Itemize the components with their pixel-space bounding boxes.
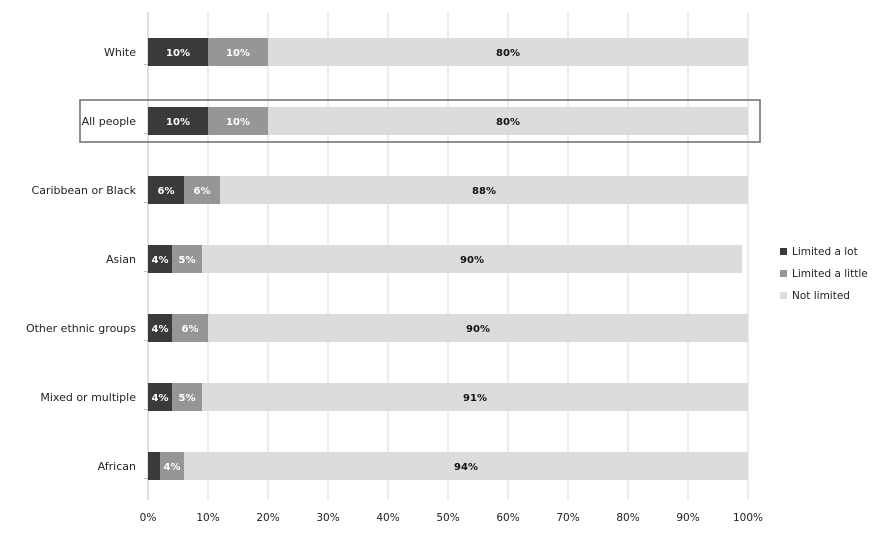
legend-swatch xyxy=(780,292,787,299)
bar-segment xyxy=(148,38,208,66)
data-label: 80% xyxy=(496,48,520,59)
x-tick-label: 60% xyxy=(496,512,519,524)
data-label: 90% xyxy=(460,255,484,266)
bar-segment xyxy=(160,452,184,480)
category-labels: White All people Caribbean or Black Asian Ot… xyxy=(26,46,137,473)
category-label: Asian xyxy=(106,253,136,266)
bar-segment xyxy=(148,176,184,204)
bar-segment xyxy=(208,107,268,135)
bar-segment xyxy=(172,245,202,273)
category-label: White xyxy=(104,46,136,59)
bars: 10% 10% 80% 10% 10% 80% 6% 6% 88% 4% 5% 90% 4% 6% 90% 4… xyxy=(148,38,748,480)
bar-segment xyxy=(148,107,208,135)
legend-label: Limited a little xyxy=(792,268,868,280)
data-label: 4% xyxy=(152,255,169,266)
x-tick-label: 30% xyxy=(316,512,339,524)
x-tick-label: 40% xyxy=(376,512,399,524)
data-label: 91% xyxy=(463,393,487,404)
bar-segment xyxy=(148,452,160,480)
data-label: 10% xyxy=(226,117,250,128)
data-label: 4% xyxy=(164,462,181,473)
data-label: 10% xyxy=(166,48,190,59)
bar-segment xyxy=(268,107,748,135)
category-label: Other ethnic groups xyxy=(26,322,136,335)
x-tick-label: 20% xyxy=(256,512,279,524)
category-label: African xyxy=(98,460,136,473)
x-tick-label: 0% xyxy=(140,512,157,524)
data-label: 10% xyxy=(166,117,190,128)
data-label: 4% xyxy=(152,324,169,335)
bar-segment xyxy=(208,38,268,66)
data-label: 94% xyxy=(454,462,478,473)
data-label: 90% xyxy=(466,324,490,335)
legend-swatch xyxy=(780,248,787,255)
data-label: 10% xyxy=(226,48,250,59)
bar-segment xyxy=(220,176,748,204)
data-label: 6% xyxy=(182,324,199,335)
legend-label: Not limited xyxy=(792,290,850,302)
x-tick-label: 50% xyxy=(436,512,459,524)
category-label: All people xyxy=(82,115,137,128)
x-tick-label: 100% xyxy=(733,512,763,524)
highlight-rect xyxy=(79,99,761,143)
bar-segment xyxy=(184,176,220,204)
bar-segment xyxy=(172,383,202,411)
bar-segment xyxy=(184,452,748,480)
data-label: 80% xyxy=(496,117,520,128)
data-label: 88% xyxy=(472,186,496,197)
bar-segment xyxy=(202,383,748,411)
bar-segment xyxy=(148,383,172,411)
legend: Limited a lot Limited a little Not limited xyxy=(780,246,868,302)
data-label: 6% xyxy=(158,186,175,197)
x-tick-label: 70% xyxy=(556,512,579,524)
bar-segment xyxy=(172,314,208,342)
legend-label: Limited a lot xyxy=(792,246,858,258)
category-label: Caribbean or Black xyxy=(32,184,137,197)
x-tick-label: 10% xyxy=(196,512,219,524)
bar-segment xyxy=(268,38,748,66)
data-label: 6% xyxy=(194,186,211,197)
legend-swatch xyxy=(780,270,787,277)
category-label: Mixed or multiple xyxy=(40,391,136,404)
bar-segment xyxy=(202,245,742,273)
bar-segment xyxy=(148,314,172,342)
data-label: 5% xyxy=(179,255,196,266)
data-label: 5% xyxy=(179,393,196,404)
bar-segment xyxy=(148,245,172,273)
x-tick-labels: 0% 10% 20% 30% 40% 50% 60% 70% 80% 90% 100% xyxy=(140,512,763,524)
data-label: 4% xyxy=(152,393,169,404)
bar-segment xyxy=(208,314,748,342)
highlight-box xyxy=(79,99,761,143)
x-tick-label: 80% xyxy=(616,512,639,524)
x-tick-label: 90% xyxy=(676,512,699,524)
